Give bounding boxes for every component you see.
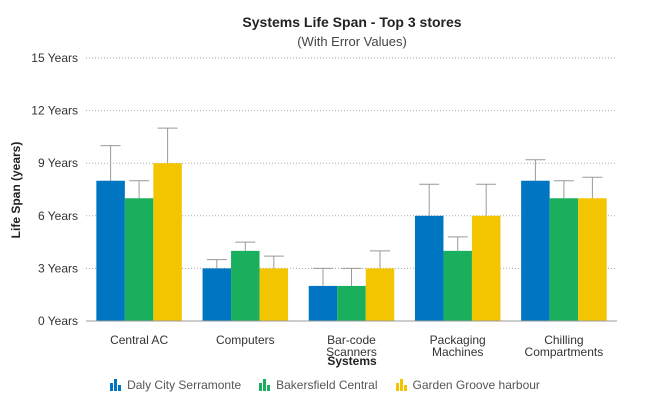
bar[interactable]	[231, 250, 260, 321]
legend-label: Bakersfield Central	[276, 378, 378, 392]
legend-label: Daly City Serramonte	[127, 378, 242, 392]
error-bars	[100, 127, 603, 286]
y-axis-title: Life Span (years)	[9, 142, 23, 239]
y-tick-label: 0 Years	[38, 314, 78, 328]
bar[interactable]	[259, 268, 289, 321]
legend-item[interactable]: Bakersfield Central	[259, 378, 378, 392]
bar[interactable]	[124, 198, 154, 321]
y-tick-label: 15 Years	[31, 51, 78, 65]
x-tick-label: Computers	[216, 333, 275, 347]
legend-label: Garden Groove harbour	[412, 378, 540, 392]
bar-chart-icon	[110, 379, 122, 391]
bar-chart-icon	[259, 379, 271, 391]
bar[interactable]	[96, 180, 125, 321]
bar[interactable]	[365, 268, 395, 321]
bar[interactable]	[578, 198, 607, 321]
legend-item[interactable]: Daly City Serramonte	[110, 378, 241, 392]
x-tick-label: Bar-code	[327, 333, 376, 347]
bars	[96, 163, 607, 321]
bar[interactable]	[153, 163, 182, 321]
bar-chart-icon	[395, 379, 407, 391]
chart-title: Systems Life Span - Top 3 stores	[242, 14, 461, 30]
x-tick-label: Scanners	[326, 345, 377, 359]
legend: Daly City Serramonte Bakersfield Central G…	[0, 378, 650, 392]
x-tick-label: Packaging	[430, 333, 486, 347]
y-tick-label: 12 Years	[31, 104, 78, 118]
x-axis-title: Systems	[327, 354, 377, 368]
y-axis-ticks: 0 Years 3 Years 6 Years 9 Years 12 Years 15 Y…	[31, 51, 78, 328]
chart-subtitle: (With Error Values)	[297, 34, 407, 49]
bar[interactable]	[549, 198, 579, 321]
x-tick-label: Compartments	[525, 345, 604, 359]
bar[interactable]	[443, 250, 472, 321]
bar[interactable]	[521, 180, 550, 321]
bar[interactable]	[337, 285, 366, 321]
bar[interactable]	[308, 285, 338, 321]
x-tick-label: Central AC	[110, 333, 168, 347]
bar[interactable]	[471, 215, 501, 321]
y-tick-label: 3 Years	[38, 261, 78, 275]
x-tick-label: Machines	[432, 345, 483, 359]
bar[interactable]	[414, 215, 444, 321]
x-tick-label: Chilling	[544, 333, 583, 347]
bar[interactable]	[202, 268, 232, 321]
legend-item[interactable]: Garden Groove harbour	[395, 378, 540, 392]
y-tick-label: 6 Years	[38, 209, 78, 223]
y-tick-label: 9 Years	[38, 156, 78, 170]
